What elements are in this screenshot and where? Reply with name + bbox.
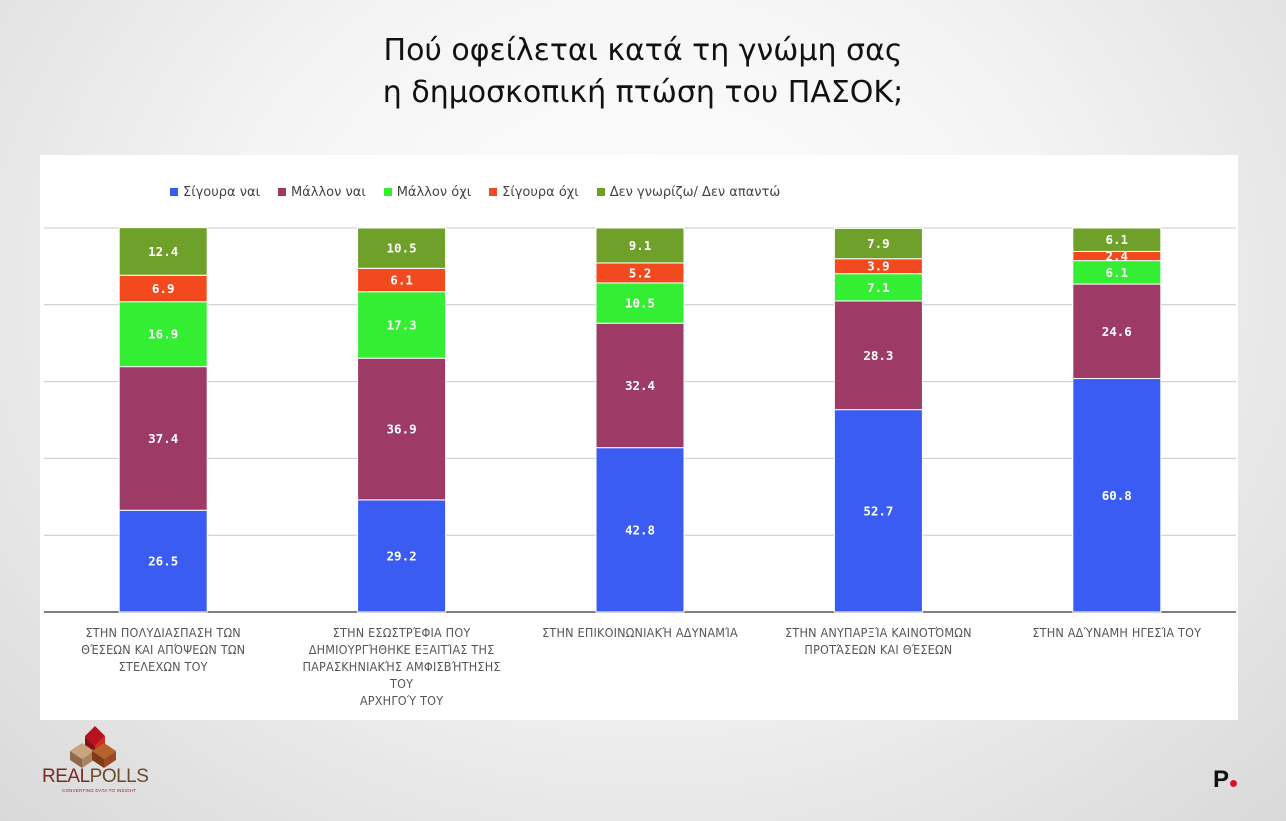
p-brand-logo: P — [1213, 766, 1238, 794]
realpolls-logo-icon — [70, 726, 116, 768]
data-label: 28.3 — [863, 348, 893, 363]
bar-segment — [357, 499, 447, 613]
data-label: 32.4 — [625, 378, 655, 393]
realpolls-logo-text: REALPOLLS — [42, 766, 149, 787]
legend-label: Μάλλον ναι — [290, 184, 366, 200]
data-label: 60.8 — [1102, 488, 1132, 503]
data-label: 26.5 — [148, 554, 178, 569]
bar-segment — [595, 322, 685, 449]
bar-segment — [118, 227, 208, 276]
legend-swatch — [596, 188, 605, 196]
legend-swatch — [277, 188, 286, 196]
data-label: 6.1 — [1106, 265, 1129, 280]
data-label: 17.3 — [387, 317, 417, 332]
category-label: ΣΤΗΝ ΕΣΩΣΤΡΈΦΙΑ ΠΟΥ ΔΗΜΙΟΥΡΓΉΘΗΚΕ ΕΞΑΙΤΊΑ… — [277, 624, 527, 709]
data-label: 7.9 — [867, 236, 890, 251]
category-label-line: ΑΡΧΗΓΟΎ ΤΟΥ — [359, 693, 444, 708]
chart-legend: Σίγουρα ναι Μάλλον ναι Μάλλον όχι Σίγουρα ό… — [170, 182, 780, 202]
bar-segment — [595, 282, 685, 324]
realpolls-tagline: CONVERTING DATA TO INSIGHT — [62, 788, 137, 793]
data-label: 3.9 — [867, 259, 890, 274]
legend-item: Δεν γνωρίζω/ Δεν απαντώ — [596, 184, 781, 200]
category-label: ΣΤΗΝ ΑΝΥΠΑΡΞΊΑ ΚΑΙΝΟΤΌΜΩΝ ΠΡΟΤΆΣΕΩΝ ΚΑΙ Θ… — [753, 624, 1003, 658]
bar-segment — [833, 409, 923, 613]
category-label-line: ΣΤΗΝ ΕΣΩΣΤΡΈΦΙΑ ΠΟΥ — [332, 625, 471, 640]
category-label: ΣΤΗΝ ΠΟΛΥΔΙΑΣΠΑΣΗ ΤΩΝ ΘΈΣΕΩΝ ΚΑΙ ΑΠΌΨΕΩΝ … — [38, 624, 288, 675]
bar-segment — [833, 300, 923, 411]
data-label: 12.4 — [148, 244, 178, 259]
legend-swatch — [170, 188, 178, 196]
legend-item: Σίγουρα ναι — [170, 185, 260, 200]
legend-swatch — [383, 188, 392, 196]
legend-item: Σίγουρα όχι — [489, 185, 579, 200]
bar-segment — [1072, 283, 1162, 380]
data-label: 5.2 — [629, 265, 652, 280]
data-label: 24.6 — [1102, 324, 1132, 339]
category-label-line: ΠΡΟΤΆΣΕΩΝ ΚΑΙ ΘΈΣΕΩΝ — [804, 642, 953, 657]
bar-segment — [833, 273, 923, 302]
bar-segment — [357, 227, 447, 269]
bar-segment — [595, 447, 685, 613]
legend-item: Μάλλον όχι — [383, 184, 472, 200]
data-label: 10.5 — [625, 296, 655, 311]
data-label: 6.1 — [390, 273, 413, 288]
data-label: 10.5 — [387, 241, 417, 256]
category-label-line: ΣΤΗΝ ΕΠΙΚΟΙΝΩΝΙΑΚΉ ΑΔΥΝΑΜΊΑ — [542, 625, 738, 640]
bar-segment — [118, 509, 208, 613]
data-label: 6.1 — [1106, 232, 1129, 247]
legend-label: Σίγουρα ναι — [183, 184, 260, 200]
data-label: 2.4 — [1106, 249, 1129, 264]
category-label-line: ΣΤΗΝ ΠΟΛΥΔΙΑΣΠΑΣΗ ΤΩΝ — [85, 625, 241, 640]
data-label: 36.9 — [387, 422, 417, 437]
bar-segment — [118, 274, 208, 303]
legend-label: Μάλλον όχι — [396, 184, 472, 200]
chart-title: Πού οφείλεται κατά τη γνώμη σας η δημοσκ… — [0, 30, 1286, 114]
bar-segment — [1072, 227, 1162, 252]
data-label: 42.8 — [625, 522, 655, 537]
bar-segment — [118, 366, 208, 511]
bar-segment — [833, 227, 923, 260]
data-label: 29.2 — [387, 548, 417, 563]
category-label-line: ΣΤΕΛΕΧΩΝ ΤΟΥ — [118, 659, 208, 674]
category-label-line: ΔΗΜΙΟΥΡΓΉΘΗΚΕ ΕΞΑΙΤΊΑΣ ΤΗΣ — [308, 642, 495, 657]
legend-item: Μάλλον ναι — [277, 184, 366, 200]
data-label: 16.9 — [148, 327, 178, 342]
legend-swatch — [489, 188, 498, 196]
data-label: 52.7 — [863, 503, 893, 518]
chart-title-line-1: Πού οφείλεται κατά τη γνώμη σας — [383, 33, 903, 68]
bar-segment — [595, 227, 685, 264]
bar-segment — [1072, 378, 1162, 613]
chart-title-line-2: η δημοσκοπική πτώση του ΠΑΣΟΚ; — [382, 75, 904, 110]
category-label-line: ΣΤΗΝ ΑΔΎΝΑΜΗ ΗΓΕΣΊΑ ΤΟΥ — [1032, 625, 1202, 640]
category-label-line: ΘΈΣΕΩΝ ΚΑΙ ΑΠΌΨΕΩΝ ΤΩΝ — [81, 642, 246, 657]
category-label: ΣΤΗΝ ΑΔΎΝΑΜΗ ΗΓΕΣΊΑ ΤΟΥ — [992, 624, 1242, 641]
data-label: 37.4 — [148, 431, 178, 446]
bar-segment — [118, 301, 208, 368]
data-label: 6.9 — [152, 281, 175, 296]
data-label: 7.1 — [867, 280, 890, 295]
category-label-line: ΣΤΗΝ ΑΝΥΠΑΡΞΊΑ ΚΑΙΝΟΤΌΜΩΝ — [785, 625, 972, 640]
legend-label: Δεν γνωρίζω/ Δεν απαντώ — [609, 184, 781, 200]
category-label: ΣΤΗΝ ΕΠΙΚΟΙΝΩΝΙΑΚΉ ΑΔΥΝΑΜΊΑ — [515, 624, 765, 641]
bar-segment — [357, 291, 447, 359]
category-label-line: ΤΟΥ — [390, 676, 414, 691]
category-label-line: ΠΑΡΑΣΚΗΝΙΑΚΉΣ ΑΜΦΙΣΒΉΤΗΣΗΣ — [302, 659, 501, 674]
legend-label: Σίγουρα όχι — [502, 184, 579, 200]
data-label: 9.1 — [629, 238, 652, 253]
